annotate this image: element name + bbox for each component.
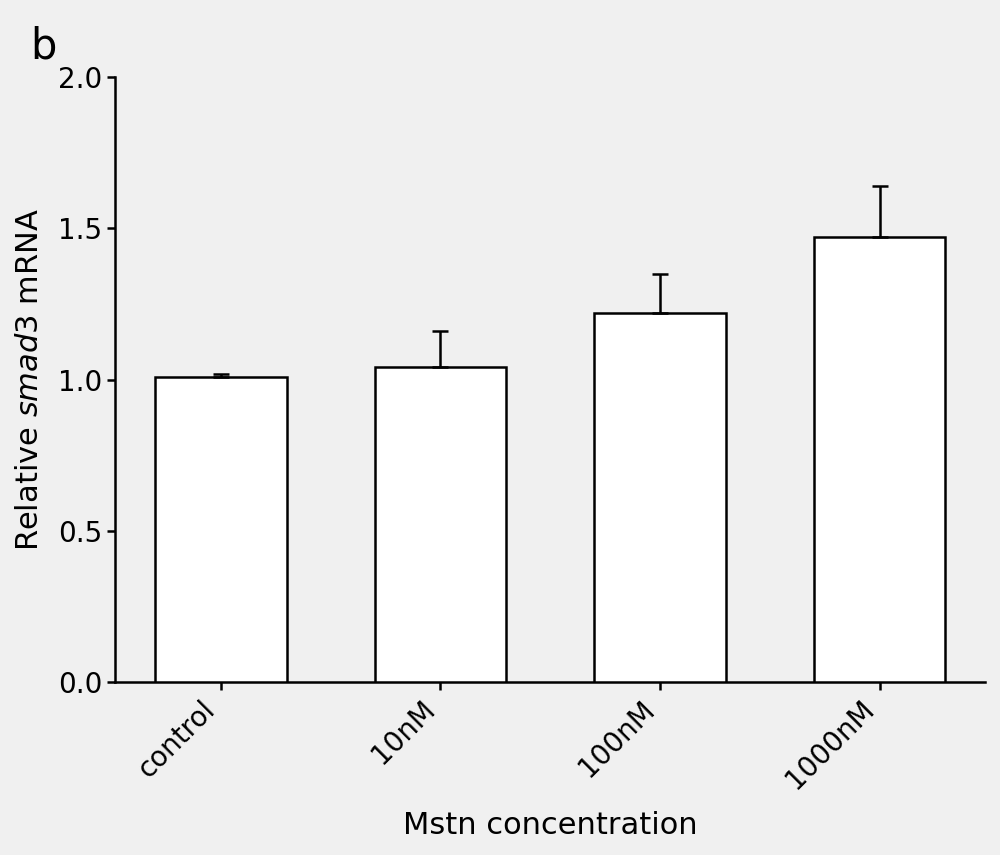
Y-axis label: Relative $\it{smad3}$ mRNA: Relative $\it{smad3}$ mRNA xyxy=(15,208,44,551)
X-axis label: Mstn concentration: Mstn concentration xyxy=(403,811,698,840)
Bar xyxy=(155,376,287,681)
Bar xyxy=(594,313,726,681)
Bar xyxy=(814,238,945,681)
Bar xyxy=(375,368,506,681)
Text: b: b xyxy=(30,26,56,68)
